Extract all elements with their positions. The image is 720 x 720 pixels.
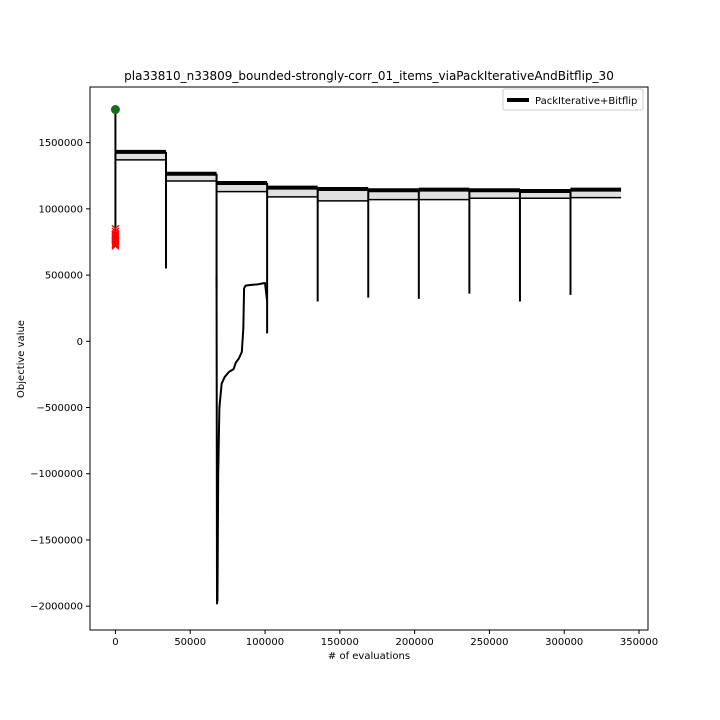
band-fill-9 — [570, 189, 622, 198]
start-marker — [110, 105, 120, 115]
band-fill-3 — [267, 187, 318, 197]
band-fill-8 — [519, 190, 571, 199]
y-axis: 1500000 1000000 500000 0 −500000 −1000000 −150… — [30, 138, 90, 613]
legend-box — [502, 88, 644, 111]
end-marker-stroke-b-11 — [111, 241, 120, 250]
x-tick-label-3: 150000 — [321, 637, 359, 648]
x-tick-label-7: 350000 — [620, 637, 658, 648]
legend: PackIterative+Bitflip — [502, 88, 644, 111]
band-fill-4 — [317, 188, 369, 201]
y-tick-label-1: 1000000 — [38, 204, 83, 215]
band-fill-7 — [469, 190, 520, 199]
end-marker-9 — [111, 239, 120, 248]
outlier-run-line — [215, 275, 269, 605]
y-axis-label: Objective value — [16, 320, 27, 398]
end-marker-stroke-b-9 — [111, 239, 120, 248]
band-fill-1 — [165, 173, 217, 182]
y-tick-label-4: −500000 — [36, 403, 83, 414]
chart-title: pla33810_n33809_bounded-strongly-corr_01… — [124, 69, 614, 83]
y-tick-label-2: 500000 — [45, 271, 83, 282]
band-fill-6 — [418, 189, 470, 200]
x-tick-label-1: 50000 — [174, 637, 206, 648]
x-tick-label-2: 100000 — [246, 637, 284, 648]
band-fill-2 — [216, 183, 268, 192]
end-marker-stroke-b-10 — [111, 240, 120, 249]
x-axis: 0 50000 100000 150000 200000 250000 300000 3500… — [112, 630, 658, 648]
x-axis-label: # of evaluations — [328, 651, 410, 662]
legend-entry-label: PackIterative+Bitflip — [535, 96, 637, 107]
end-marker-10 — [111, 240, 120, 249]
end-marker-11 — [111, 241, 120, 250]
band-fill-0 — [115, 151, 166, 160]
x-tick-label-4: 200000 — [396, 637, 434, 648]
x-tick-label-0: 0 — [112, 637, 118, 648]
y-tick-label-5: −1000000 — [30, 469, 83, 480]
y-tick-label-0: 1500000 — [38, 138, 83, 149]
x-tick-label-6: 300000 — [545, 637, 583, 648]
plot-frame — [89, 86, 649, 631]
y-tick-label-7: −2000000 — [30, 602, 83, 613]
band-fill-5 — [368, 190, 419, 200]
data-layer — [110, 105, 622, 605]
y-tick-label-3: 0 — [77, 337, 83, 348]
y-tick-label-6: −1500000 — [30, 535, 83, 546]
end-markers — [111, 224, 120, 250]
x-tick-label-5: 250000 — [470, 637, 508, 648]
